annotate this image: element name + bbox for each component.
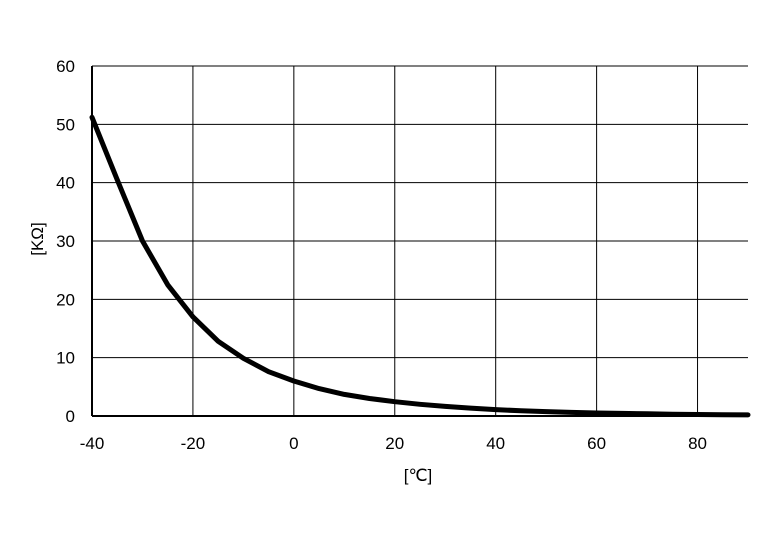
x-tick-label: 40 [486, 434, 505, 453]
x-tick-labels: -40 -20 0 20 40 60 80 [80, 434, 707, 453]
x-tick-label: 0 [289, 434, 298, 453]
y-tick-label: 0 [66, 407, 75, 426]
y-tick-labels: 0 10 20 30 40 50 60 [56, 57, 75, 426]
x-tick-label: -20 [181, 434, 206, 453]
x-tick-label: 60 [587, 434, 606, 453]
y-tick-label: 50 [56, 115, 75, 134]
x-tick-label: 20 [385, 434, 404, 453]
y-tick-label: 30 [56, 232, 75, 251]
x-tick-label: 80 [688, 434, 707, 453]
x-tick-label: -40 [80, 434, 105, 453]
y-axis-label: [KΩ] [28, 222, 47, 256]
y-tick-label: 60 [56, 57, 75, 76]
y-tick-label: 10 [56, 349, 75, 368]
grid-lines [92, 65, 748, 416]
x-axis-label: [℃] [404, 466, 433, 485]
y-tick-label: 20 [56, 290, 75, 309]
series-layer [89, 114, 751, 418]
y-tick-label: 40 [56, 174, 75, 193]
series-line-0 [89, 114, 751, 418]
